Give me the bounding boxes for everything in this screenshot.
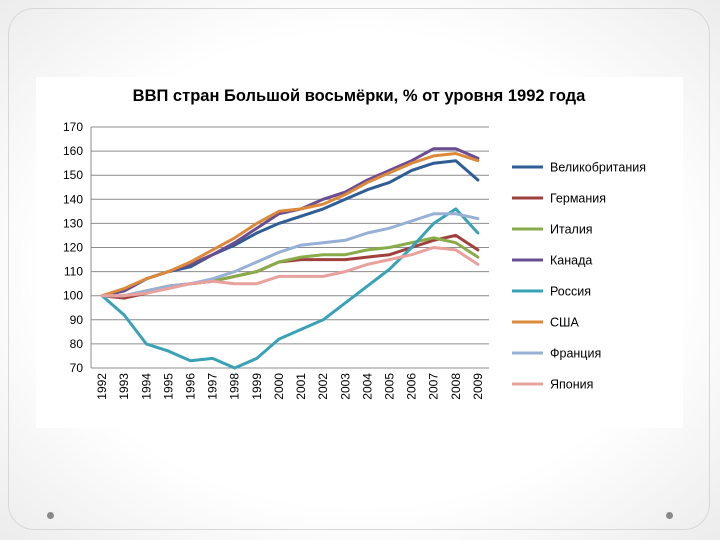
x-tick-label: 2000 bbox=[272, 373, 286, 400]
x-tick-label: 1992 bbox=[95, 373, 109, 400]
axes: 70 80 90 100 110 120 130 140 150 160 170 1992 1993 19… bbox=[63, 120, 489, 400]
x-tick-label: 2004 bbox=[360, 373, 374, 400]
y-tick-label: 150 bbox=[63, 168, 83, 182]
right-slide-dot bbox=[666, 512, 673, 519]
series-line-5 bbox=[100, 207, 480, 370]
legend-label: США bbox=[550, 316, 579, 330]
x-tick-label: 1996 bbox=[184, 373, 198, 400]
x-tick-label: 2002 bbox=[316, 373, 330, 400]
x-tick-label: 2005 bbox=[383, 373, 397, 400]
y-tick-label: 160 bbox=[63, 144, 83, 158]
x-tick-label: 2001 bbox=[294, 373, 308, 400]
x-tick-label: 1993 bbox=[117, 373, 131, 400]
legend-label: Канада bbox=[550, 254, 592, 268]
series-line-6 bbox=[100, 152, 480, 298]
y-tick-label: 80 bbox=[70, 337, 84, 351]
legend-label: Великобритания bbox=[550, 161, 646, 175]
slide-frame bbox=[8, 8, 710, 530]
y-tick-label: 100 bbox=[63, 289, 83, 303]
chart-panel: ВВП стран Большой восьмёрки, % от уровня… bbox=[36, 77, 683, 428]
y-tick-label: 120 bbox=[63, 241, 83, 255]
legend-label: Италия bbox=[550, 223, 593, 237]
x-tick-label: 2006 bbox=[405, 373, 419, 400]
series-line-8 bbox=[100, 246, 480, 298]
y-tick-label: 110 bbox=[64, 265, 83, 279]
legend: Великобритания Германия Италия Канада Россия… bbox=[512, 161, 646, 392]
x-tick-label: 1994 bbox=[139, 373, 153, 400]
x-tick-label: 1999 bbox=[250, 373, 264, 400]
left-slide-dot bbox=[47, 512, 54, 519]
x-tick-label: 1998 bbox=[228, 373, 242, 400]
y-tick-label: 70 bbox=[70, 361, 84, 375]
x-tick-label: 2003 bbox=[338, 373, 352, 400]
y-tick-label: 130 bbox=[63, 216, 83, 230]
series-line-7 bbox=[100, 212, 480, 298]
series-lines bbox=[100, 147, 480, 370]
y-tick-label: 170 bbox=[63, 120, 83, 134]
x-tick-label: 2008 bbox=[449, 373, 463, 400]
y-tick-label: 140 bbox=[63, 192, 83, 206]
x-tick-label: 2009 bbox=[471, 373, 485, 400]
x-tick-label: 1997 bbox=[206, 373, 220, 400]
y-tick-label: 90 bbox=[70, 313, 84, 327]
chart-title: ВВП стран Большой восьмёрки, % от уровня… bbox=[133, 87, 586, 105]
x-tick-label: 2007 bbox=[427, 373, 441, 400]
legend-label: Германия bbox=[550, 192, 606, 206]
legend-label: Япония bbox=[550, 378, 593, 392]
legend-label: Россия bbox=[550, 285, 591, 299]
gdp-line-chart: ВВП стран Большой восьмёрки, % от уровня… bbox=[63, 87, 646, 400]
legend-label: Франция bbox=[550, 347, 601, 361]
x-tick-label: 1995 bbox=[161, 373, 175, 400]
